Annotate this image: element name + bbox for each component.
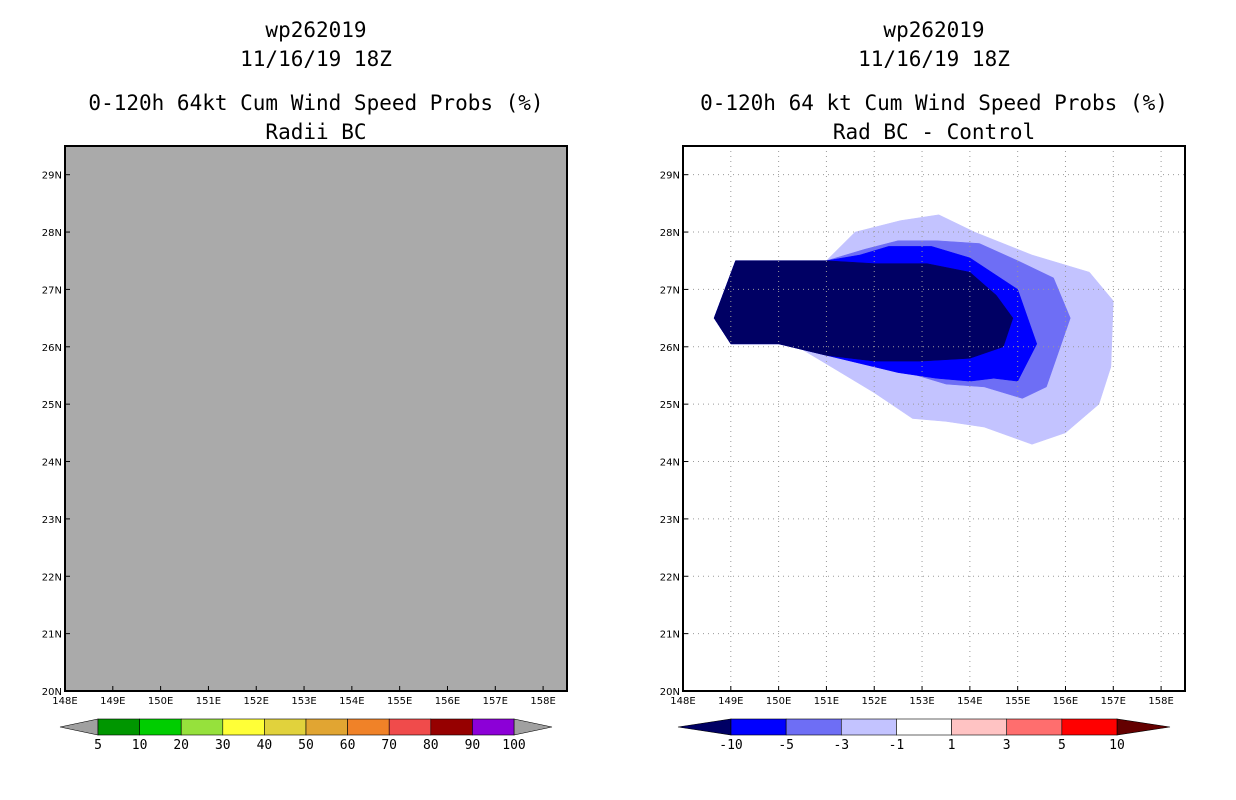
y-tick-label: 22N [660, 572, 680, 583]
y-tick-label: 21N [42, 630, 62, 641]
colorbar-swatch [730, 718, 787, 736]
x-tick-label: 157E [483, 696, 508, 707]
colorbar-level-label: 70 [381, 738, 397, 753]
plot-frame [64, 145, 568, 692]
colorbar-level-label: 1 [948, 738, 956, 753]
x-tick-label: 151E [814, 696, 839, 707]
y-tick-label: 25N [660, 400, 680, 411]
y-tick-label: 28N [660, 228, 680, 239]
y-tick-label: 29N [42, 171, 62, 182]
colorbar-swatch [840, 718, 897, 736]
y-tick-label: 24N [42, 458, 62, 469]
chart-title-line-3: 0-120h 64 kt Cum Wind Speed Probs (%) [700, 91, 1168, 115]
colorbar-level-label: 50 [298, 738, 314, 753]
colorbar-swatch [951, 718, 1008, 736]
y-tick-label: 24N [660, 458, 680, 469]
colorbar-level-label: 20 [173, 738, 189, 753]
x-tick-label: 153E [291, 696, 316, 707]
y-tick-label: 26N [42, 343, 62, 354]
chart-panel-2: wp262019 11/16/19 18Z 0-120h 64 kt Cum Win… [660, 18, 1186, 753]
x-tick-label: 152E [244, 696, 269, 707]
x-tick-label: 154E [957, 696, 982, 707]
y-tick-label: 27N [42, 285, 62, 296]
colorbar-level-label: 30 [215, 738, 231, 753]
chart-title-line-4: Radii BC [265, 120, 366, 144]
colorbar-level-label: -3 [833, 738, 849, 753]
colorbar-level-label: 90 [465, 738, 481, 753]
x-tick-label: 149E [718, 696, 743, 707]
chart-title-line-2: 11/16/19 18Z [240, 47, 392, 71]
x-tick-label: 148E [52, 696, 77, 707]
y-tick-label: 20N [660, 687, 680, 698]
colorbar-swatch [388, 718, 432, 736]
x-tick-label: 157E [1101, 696, 1126, 707]
plot-area-background [65, 146, 567, 691]
y-tick-label: 23N [42, 515, 62, 526]
y-tick-label: 23N [660, 515, 680, 526]
colorbar-low-arrow [59, 718, 99, 736]
colorbar-level-label: 100 [502, 738, 525, 753]
x-tick-label: 153E [909, 696, 934, 707]
colorbar-swatch [264, 718, 307, 736]
colorbar-low-arrow [677, 718, 732, 736]
colorbar-swatch [896, 718, 952, 736]
x-tick-label: 150E [148, 696, 173, 707]
y-tick-label: 26N [660, 343, 680, 354]
change-band-below-minus10 [713, 260, 1014, 362]
colorbar-level-label: 3 [1003, 738, 1011, 753]
colorbar-level-label: 5 [1058, 738, 1066, 753]
chart-title-line-1: wp262019 [265, 18, 366, 42]
y-tick-label: 20N [42, 687, 62, 698]
x-tick-label: 156E [435, 696, 460, 707]
plot-frame [682, 145, 1186, 692]
chart-title-line-4: Rad BC - Control [833, 120, 1035, 144]
chart-title-line-3: 0-120h 64kt Cum Wind Speed Probs (%) [88, 91, 543, 115]
colorbar-level-label: -10 [719, 738, 742, 753]
x-tick-label: 155E [387, 696, 412, 707]
y-tick-label: 22N [42, 572, 62, 583]
x-tick-label: 151E [196, 696, 221, 707]
colorbar-level-label: 60 [340, 738, 356, 753]
chart-panel-1: wp262019 11/16/19 18Z 0-120h 64kt Cum Wind… [42, 18, 568, 753]
colorbar-level-label: 80 [423, 738, 439, 753]
x-tick-label: 152E [862, 696, 887, 707]
x-tick-label: 148E [670, 696, 695, 707]
colorbar-swatch [1061, 718, 1118, 736]
colorbar-swatch [430, 718, 473, 736]
colorbar-swatch [1006, 718, 1063, 736]
colorbar-swatch [305, 718, 348, 736]
colorbar-level-label: 40 [257, 738, 273, 753]
x-tick-label: 156E [1053, 696, 1078, 707]
colorbar-level-label: -5 [778, 738, 794, 753]
y-tick-label: 21N [660, 630, 680, 641]
colorbar-swatch [347, 718, 390, 736]
colorbar-swatch [222, 718, 265, 736]
colorbar-level-label: 10 [132, 738, 148, 753]
colorbar-level-label: 5 [94, 738, 102, 753]
x-tick-label: 158E [530, 696, 555, 707]
colorbar-high-arrow [513, 718, 553, 736]
y-tick-label: 29N [660, 171, 680, 182]
colorbar-swatch [785, 718, 842, 736]
colorbar-swatch [97, 718, 140, 736]
colorbar-swatch [139, 718, 182, 736]
colorbar-high-arrow [1116, 718, 1171, 736]
x-tick-label: 149E [100, 696, 125, 707]
colorbar-swatch [180, 718, 224, 736]
y-tick-label: 25N [42, 400, 62, 411]
x-tick-label: 158E [1148, 696, 1173, 707]
chart-title-line-1: wp262019 [883, 18, 984, 42]
colorbar-level-label: 10 [1109, 738, 1125, 753]
x-tick-label: 150E [766, 696, 791, 707]
colorbar-swatch [472, 718, 515, 736]
x-tick-label: 155E [1005, 696, 1030, 707]
x-tick-label: 154E [339, 696, 364, 707]
y-tick-label: 28N [42, 228, 62, 239]
y-tick-label: 27N [660, 285, 680, 296]
colorbar-level-label: -1 [889, 738, 905, 753]
chart-title-line-2: 11/16/19 18Z [858, 47, 1010, 71]
